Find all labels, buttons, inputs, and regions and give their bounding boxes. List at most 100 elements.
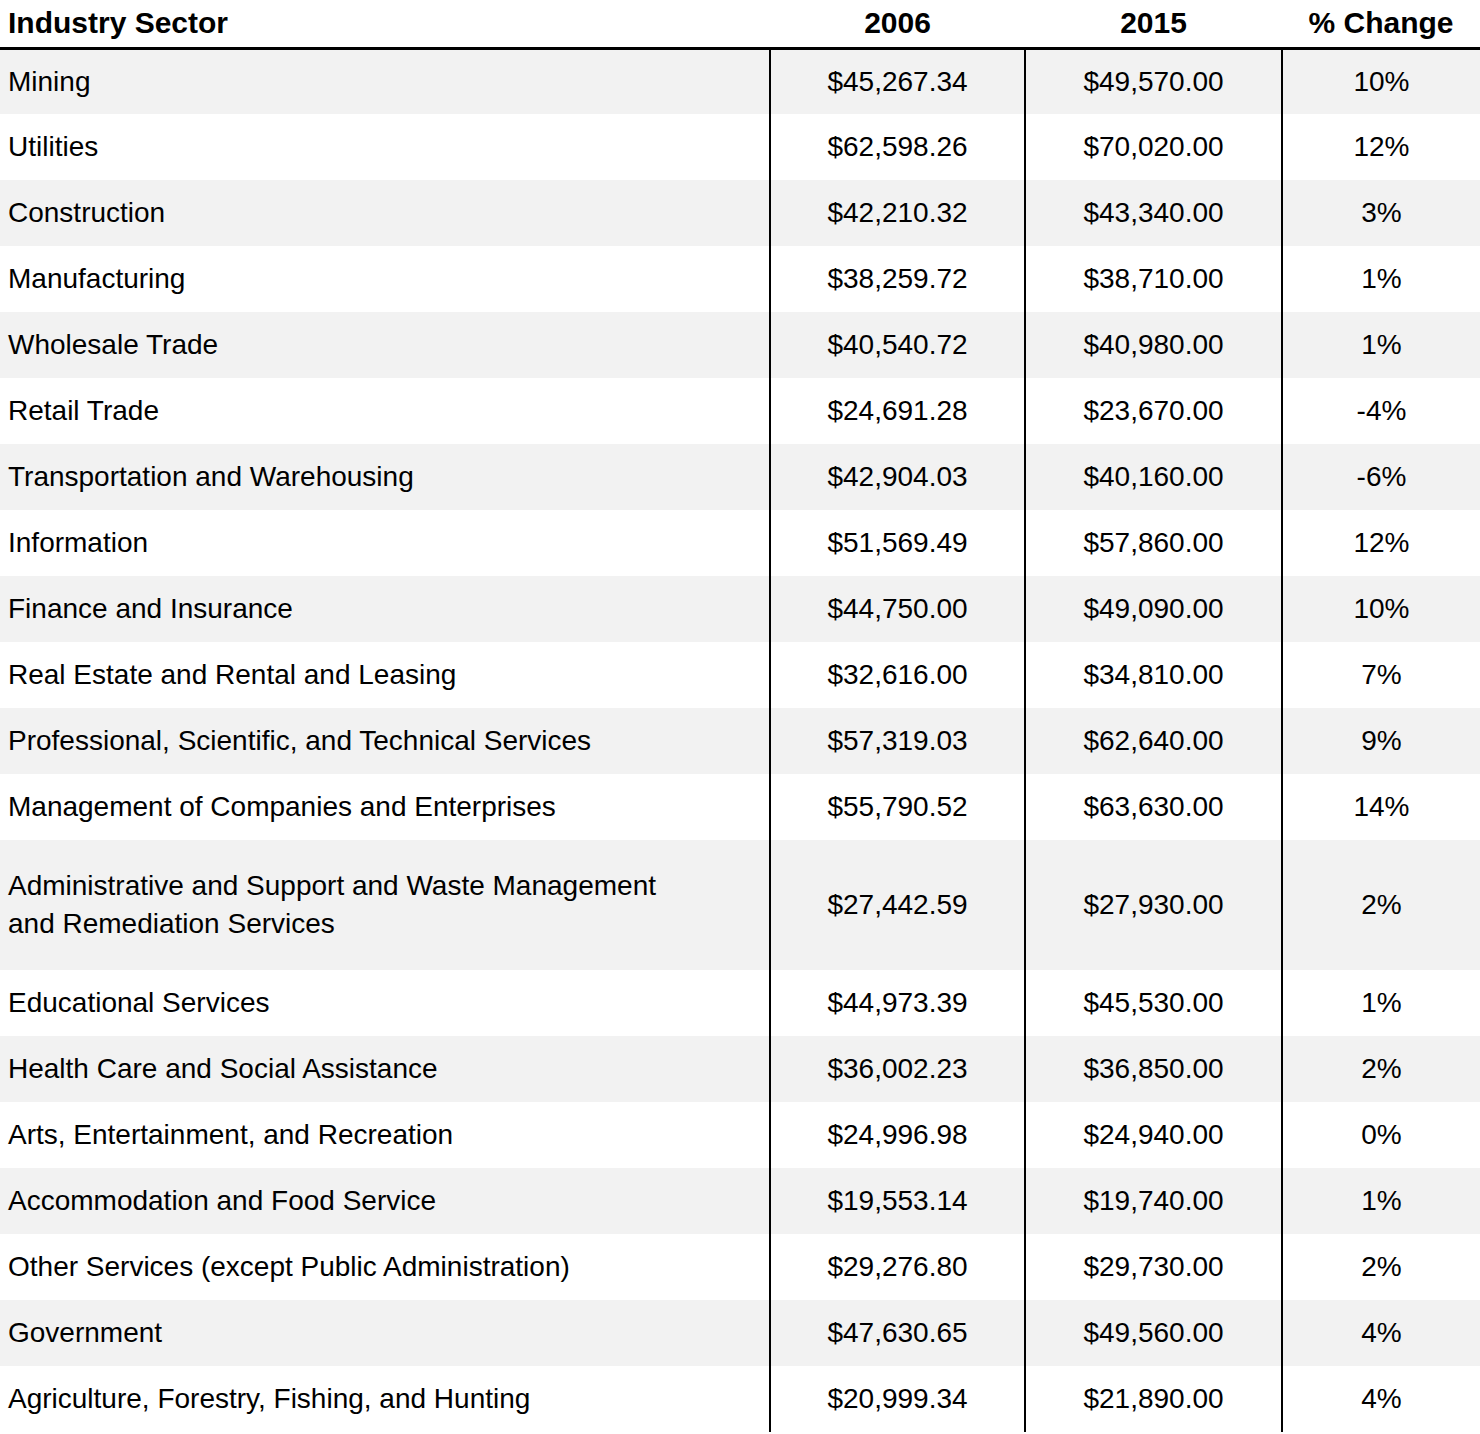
percent-change-cell: 1% bbox=[1282, 1168, 1480, 1234]
percent-change-cell: -6% bbox=[1282, 444, 1480, 510]
value-2006-cell: $27,442.59 bbox=[770, 840, 1025, 970]
table-row: Information$51,569.49$57,860.0012% bbox=[0, 510, 1480, 576]
sector-cell: Retail Trade bbox=[0, 378, 770, 444]
table-row: Other Services (except Public Administra… bbox=[0, 1234, 1480, 1300]
sector-cell: Educational Services bbox=[0, 970, 770, 1036]
sector-cell: Administrative and Support and Waste Man… bbox=[0, 840, 770, 970]
table-row: Finance and Insurance$44,750.00$49,090.0… bbox=[0, 576, 1480, 642]
value-2015-cell: $27,930.00 bbox=[1025, 840, 1282, 970]
percent-change-cell: 3% bbox=[1282, 180, 1480, 246]
value-2006-cell: $20,999.34 bbox=[770, 1366, 1025, 1432]
percent-change-cell: 14% bbox=[1282, 774, 1480, 840]
sector-cell: Other Services (except Public Administra… bbox=[0, 1234, 770, 1300]
value-2006-cell: $51,569.49 bbox=[770, 510, 1025, 576]
sector-cell: Mining bbox=[0, 48, 770, 114]
value-2006-cell: $62,598.26 bbox=[770, 114, 1025, 180]
percent-change-cell: 2% bbox=[1282, 840, 1480, 970]
sector-cell: Wholesale Trade bbox=[0, 312, 770, 378]
value-2006-cell: $38,259.72 bbox=[770, 246, 1025, 312]
percent-change-cell: 4% bbox=[1282, 1300, 1480, 1366]
col-header-2006: 2006 bbox=[770, 0, 1025, 48]
sector-cell: Accommodation and Food Service bbox=[0, 1168, 770, 1234]
value-2006-cell: $42,904.03 bbox=[770, 444, 1025, 510]
value-2015-cell: $29,730.00 bbox=[1025, 1234, 1282, 1300]
table-row: Arts, Entertainment, and Recreation$24,9… bbox=[0, 1102, 1480, 1168]
percent-change-cell: 10% bbox=[1282, 48, 1480, 114]
table-row: Mining$45,267.34$49,570.0010% bbox=[0, 48, 1480, 114]
value-2015-cell: $38,710.00 bbox=[1025, 246, 1282, 312]
sector-cell: Government bbox=[0, 1300, 770, 1366]
sector-cell: Utilities bbox=[0, 114, 770, 180]
sector-cell: Health Care and Social Assistance bbox=[0, 1036, 770, 1102]
sector-cell: Management of Companies and Enterprises bbox=[0, 774, 770, 840]
table-row: Utilities$62,598.26$70,020.0012% bbox=[0, 114, 1480, 180]
value-2006-cell: $24,996.98 bbox=[770, 1102, 1025, 1168]
value-2015-cell: $36,850.00 bbox=[1025, 1036, 1282, 1102]
sector-cell: Agriculture, Forestry, Fishing, and Hunt… bbox=[0, 1366, 770, 1432]
value-2015-cell: $24,940.00 bbox=[1025, 1102, 1282, 1168]
col-header-percent-change: % Change bbox=[1282, 0, 1480, 48]
table-row: Wholesale Trade$40,540.72$40,980.001% bbox=[0, 312, 1480, 378]
sector-cell: Information bbox=[0, 510, 770, 576]
percent-change-cell: 1% bbox=[1282, 312, 1480, 378]
value-2015-cell: $43,340.00 bbox=[1025, 180, 1282, 246]
percent-change-cell: 2% bbox=[1282, 1036, 1480, 1102]
value-2006-cell: $44,750.00 bbox=[770, 576, 1025, 642]
table-row: Professional, Scientific, and Technical … bbox=[0, 708, 1480, 774]
table-row: Educational Services$44,973.39$45,530.00… bbox=[0, 970, 1480, 1036]
sector-cell: Finance and Insurance bbox=[0, 576, 770, 642]
industry-wage-table: Industry Sector 2006 2015 % Change Minin… bbox=[0, 0, 1480, 1432]
value-2015-cell: $40,160.00 bbox=[1025, 444, 1282, 510]
value-2015-cell: $34,810.00 bbox=[1025, 642, 1282, 708]
table-row: Retail Trade$24,691.28$23,670.00-4% bbox=[0, 378, 1480, 444]
value-2015-cell: $19,740.00 bbox=[1025, 1168, 1282, 1234]
percent-change-cell: 2% bbox=[1282, 1234, 1480, 1300]
value-2015-cell: $63,630.00 bbox=[1025, 774, 1282, 840]
percent-change-cell: 1% bbox=[1282, 246, 1480, 312]
percent-change-cell: 0% bbox=[1282, 1102, 1480, 1168]
value-2006-cell: $42,210.32 bbox=[770, 180, 1025, 246]
value-2015-cell: $23,670.00 bbox=[1025, 378, 1282, 444]
table-row: Government$47,630.65$49,560.004% bbox=[0, 1300, 1480, 1366]
value-2015-cell: $49,570.00 bbox=[1025, 48, 1282, 114]
sector-cell: Real Estate and Rental and Leasing bbox=[0, 642, 770, 708]
value-2006-cell: $24,691.28 bbox=[770, 378, 1025, 444]
value-2006-cell: $40,540.72 bbox=[770, 312, 1025, 378]
col-header-industry-sector: Industry Sector bbox=[0, 0, 770, 48]
value-2006-cell: $55,790.52 bbox=[770, 774, 1025, 840]
value-2015-cell: $49,560.00 bbox=[1025, 1300, 1282, 1366]
table-row: Health Care and Social Assistance$36,002… bbox=[0, 1036, 1480, 1102]
table-row: Real Estate and Rental and Leasing$32,61… bbox=[0, 642, 1480, 708]
percent-change-cell: 10% bbox=[1282, 576, 1480, 642]
value-2015-cell: $70,020.00 bbox=[1025, 114, 1282, 180]
header-row: Industry Sector 2006 2015 % Change bbox=[0, 0, 1480, 48]
value-2015-cell: $40,980.00 bbox=[1025, 312, 1282, 378]
value-2015-cell: $49,090.00 bbox=[1025, 576, 1282, 642]
percent-change-cell: 1% bbox=[1282, 970, 1480, 1036]
value-2015-cell: $45,530.00 bbox=[1025, 970, 1282, 1036]
sector-cell: Construction bbox=[0, 180, 770, 246]
col-header-2015: 2015 bbox=[1025, 0, 1282, 48]
sector-cell: Manufacturing bbox=[0, 246, 770, 312]
value-2006-cell: $57,319.03 bbox=[770, 708, 1025, 774]
table-row: Agriculture, Forestry, Fishing, and Hunt… bbox=[0, 1366, 1480, 1432]
table-row: Accommodation and Food Service$19,553.14… bbox=[0, 1168, 1480, 1234]
percent-change-cell: 9% bbox=[1282, 708, 1480, 774]
sector-cell: Transportation and Warehousing bbox=[0, 444, 770, 510]
table-row: Construction$42,210.32$43,340.003% bbox=[0, 180, 1480, 246]
sector-cell: Professional, Scientific, and Technical … bbox=[0, 708, 770, 774]
value-2006-cell: $44,973.39 bbox=[770, 970, 1025, 1036]
value-2006-cell: $36,002.23 bbox=[770, 1036, 1025, 1102]
sector-cell: Arts, Entertainment, and Recreation bbox=[0, 1102, 770, 1168]
value-2006-cell: $32,616.00 bbox=[770, 642, 1025, 708]
table-row: Administrative and Support and Waste Man… bbox=[0, 840, 1480, 970]
value-2015-cell: $62,640.00 bbox=[1025, 708, 1282, 774]
value-2006-cell: $47,630.65 bbox=[770, 1300, 1025, 1366]
value-2006-cell: $19,553.14 bbox=[770, 1168, 1025, 1234]
value-2006-cell: $29,276.80 bbox=[770, 1234, 1025, 1300]
percent-change-cell: 4% bbox=[1282, 1366, 1480, 1432]
value-2015-cell: $21,890.00 bbox=[1025, 1366, 1282, 1432]
table-row: Transportation and Warehousing$42,904.03… bbox=[0, 444, 1480, 510]
percent-change-cell: 7% bbox=[1282, 642, 1480, 708]
value-2006-cell: $45,267.34 bbox=[770, 48, 1025, 114]
